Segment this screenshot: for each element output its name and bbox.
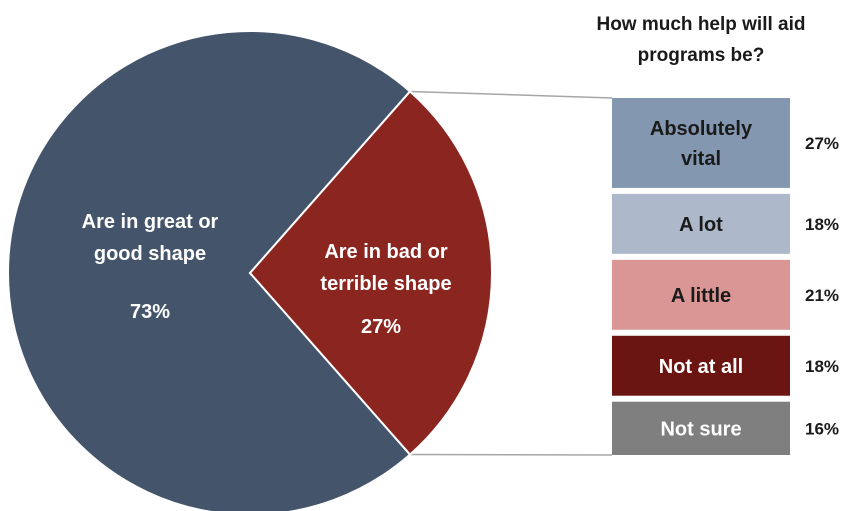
label-line: Are in great or [82, 211, 219, 233]
label-line: good shape [94, 243, 206, 265]
connector-line-top [410, 90, 613, 99]
pie-chart: Are in great or good shape 73% Are in bad o… [6, 30, 493, 511]
bar-segment-label: Absolutely vital [650, 118, 753, 170]
bar-segment-value: 21% [805, 286, 839, 305]
label-line: vital [681, 148, 721, 170]
pie-slice-label: Are in great or good shape [82, 211, 219, 265]
pie-slice-value: 73% [130, 301, 170, 323]
bar-segment-a-lot [612, 193, 790, 254]
bar-segment-label: A little [671, 285, 731, 307]
bar-segment-label: A lot [679, 214, 723, 236]
label-line: programs be? [638, 45, 765, 66]
pie-slice-bad-or-terrible [248, 90, 493, 456]
label-line: Not sure [660, 418, 741, 440]
bar-segment-a-little [612, 259, 790, 330]
bar-segment-label: Not sure [660, 418, 741, 440]
pie-slice-great-or-good [6, 30, 412, 511]
bar-segment-value: 18% [805, 357, 839, 376]
label-line: A lot [679, 214, 723, 236]
bar-segment-label: Not at all [659, 356, 743, 378]
pie-slice-label: Are in bad or terrible shape [320, 241, 451, 295]
label-line: Absolutely [650, 118, 753, 140]
pie-slice-value: 27% [361, 316, 401, 338]
label-line: terrible shape [320, 273, 451, 295]
connector-lines [410, 90, 613, 456]
breakdown-bar: Absolutely vital 27% A lot 18% A little 21% Not… [612, 98, 839, 455]
bar-segment-not-sure [612, 401, 790, 455]
label-line: Not at all [659, 356, 743, 378]
bar-segment-absolutely-vital [612, 98, 790, 188]
breakdown-title: How much help will aid programs be? [596, 14, 805, 66]
label-line: How much help will aid [596, 14, 805, 35]
bar-segment-value: 16% [805, 419, 839, 438]
label-line: Are in bad or [324, 241, 448, 263]
bar-segment-not-at-all [612, 335, 790, 396]
bar-segment-value: 27% [805, 134, 839, 153]
bar-segment-value: 18% [805, 215, 839, 234]
label-line: A little [671, 285, 731, 307]
